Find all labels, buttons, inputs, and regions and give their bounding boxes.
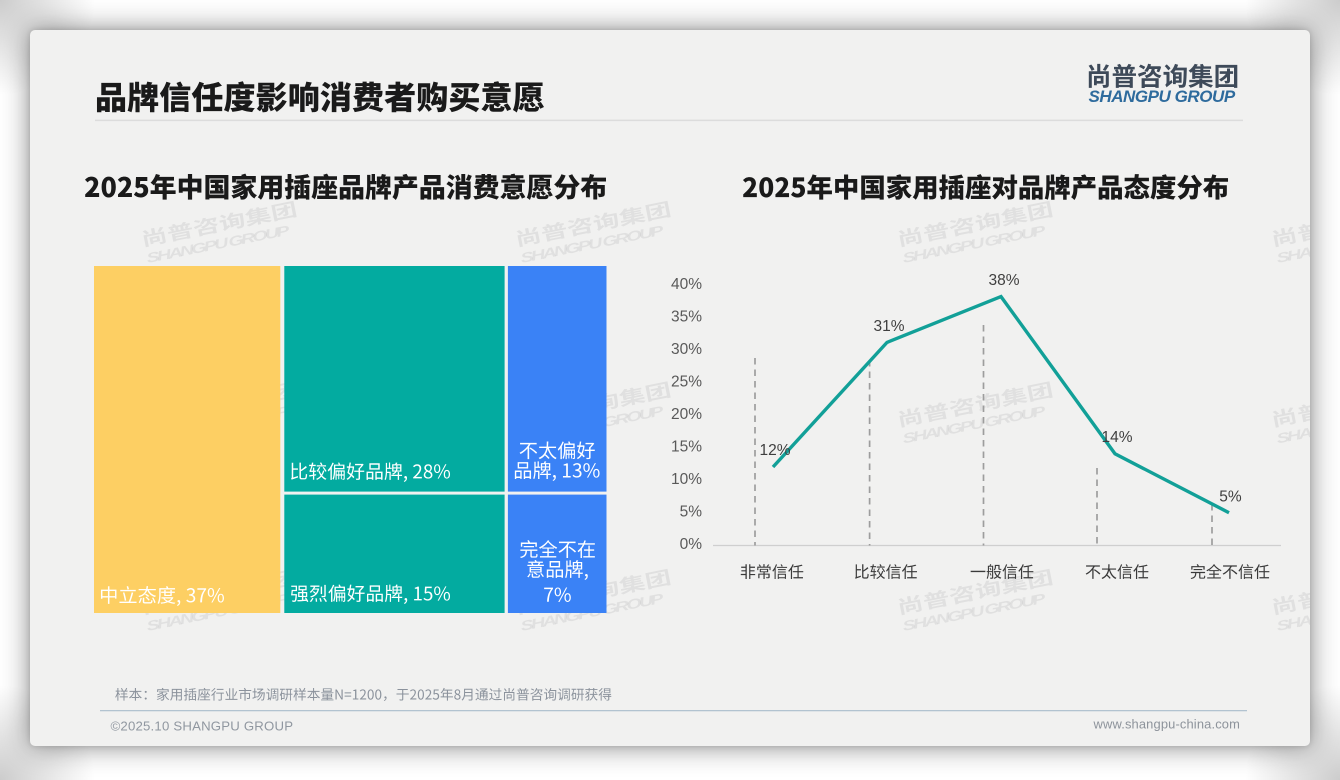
svg-text:25%: 25% xyxy=(671,374,702,391)
svg-text:14%: 14% xyxy=(1101,429,1132,446)
svg-text:©2025.10 SHANGPU GROUP: ©2025.10 SHANGPU GROUP xyxy=(111,719,294,734)
svg-text:35%: 35% xyxy=(671,309,702,326)
svg-text:10%: 10% xyxy=(671,471,702,488)
svg-text:40%: 40% xyxy=(671,276,702,293)
svg-text:0%: 0% xyxy=(680,536,703,553)
svg-text:20%: 20% xyxy=(671,406,702,423)
svg-text:12%: 12% xyxy=(759,442,790,459)
svg-text:www.shangpu-china.com: www.shangpu-china.com xyxy=(1093,717,1240,732)
svg-text:5%: 5% xyxy=(680,504,703,521)
svg-text:SHANGPU GROUP: SHANGPU GROUP xyxy=(1089,87,1236,106)
svg-text:5%: 5% xyxy=(1219,489,1242,506)
svg-text:31%: 31% xyxy=(873,318,904,335)
svg-text:15%: 15% xyxy=(671,439,702,456)
svg-text:30%: 30% xyxy=(671,341,702,358)
svg-text:38%: 38% xyxy=(988,272,1019,289)
